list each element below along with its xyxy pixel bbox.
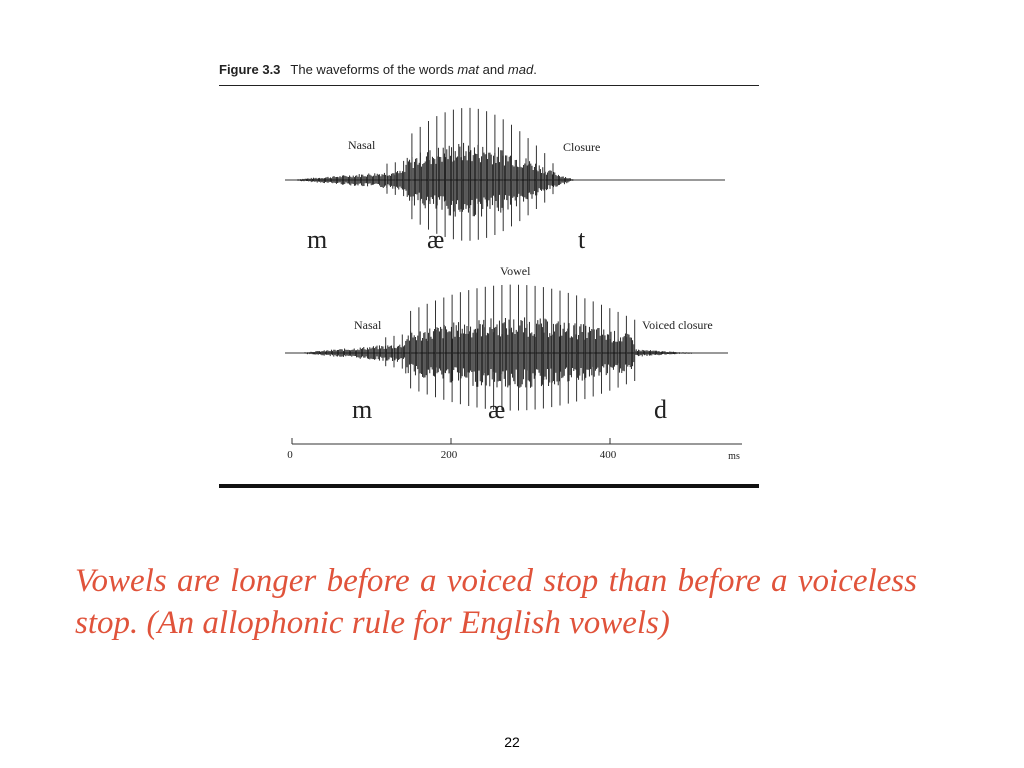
waveform-figure [285, 107, 742, 445]
caption-word-mad: mad [507, 62, 534, 77]
caption-rule [219, 85, 759, 86]
segment-mat-m: m [307, 225, 328, 254]
axis-label-0: 0 [287, 449, 293, 461]
label-closure-mat: Closure [563, 140, 601, 154]
label-nasal-mat: Nasal [348, 138, 376, 152]
label-vowel-mad: Vowel [500, 264, 531, 278]
figure-bottom-rule [219, 484, 759, 488]
caption-prefix: The waveforms of the words [290, 62, 458, 77]
label-closure-mad: Voiced closure [642, 318, 713, 332]
label-nasal-mad: Nasal [354, 318, 382, 332]
allophonic-rule-note: Vowels are longer before a voiced stop t… [75, 563, 917, 641]
caption-suffix: . [533, 62, 537, 77]
axis-unit: ms [728, 451, 740, 462]
segment-mad-m: m [352, 395, 373, 424]
segment-mad-d: d [654, 395, 667, 424]
segment-mat-t: t [578, 225, 586, 254]
segment-mat-ae: æ [427, 225, 445, 254]
page-number: 22 [504, 734, 520, 750]
figure-caption: Figure 3.3 The waveforms of the words mat… [219, 62, 759, 77]
caption-word-mat: mat [457, 62, 479, 77]
caption-mid: and [479, 62, 508, 77]
waveform-mad [304, 284, 692, 411]
axis-label-400: 400 [599, 449, 617, 461]
axis-label-200: 200 [440, 449, 458, 461]
waveform-mat [297, 107, 574, 241]
segment-mad-ae: æ [488, 395, 506, 424]
figure-number: Figure 3.3 [219, 62, 281, 77]
